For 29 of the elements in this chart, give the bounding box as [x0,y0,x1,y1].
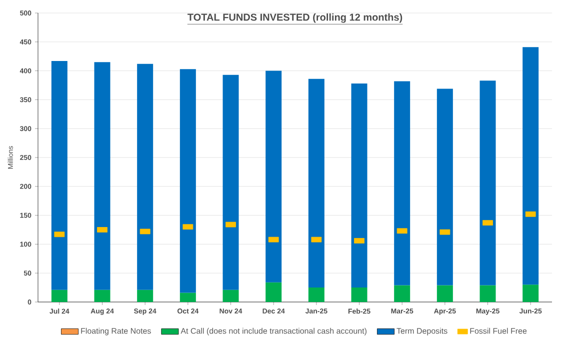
bar [394,285,410,302]
bar [436,285,453,302]
bar [222,74,239,290]
bar [394,81,410,286]
bar [51,290,68,302]
legend-label: Fossil Fuel Free [470,328,527,334]
bar [180,292,196,302]
legend-label: At Call (does not include transactional cash account) [180,328,366,336]
bar [137,290,154,302]
bar [51,60,68,290]
bar [436,88,453,286]
bar [266,282,282,302]
bar [94,62,110,290]
bar [480,285,496,302]
bar [522,284,539,302]
bar [308,288,324,302]
bar [308,78,324,288]
bar [480,80,496,286]
bar [222,290,239,302]
legend-label: Floating Rate Notes [81,328,151,336]
bar [522,47,539,285]
bar [94,290,110,302]
bar [137,64,154,290]
bar [180,69,196,293]
chart-title: TOTAL FUNDS INVESTED (rolling 12 months) [188,13,402,23]
bar [266,70,282,282]
bar [351,84,368,288]
bar [351,288,368,302]
legend-label: Term Deposits [396,328,448,336]
